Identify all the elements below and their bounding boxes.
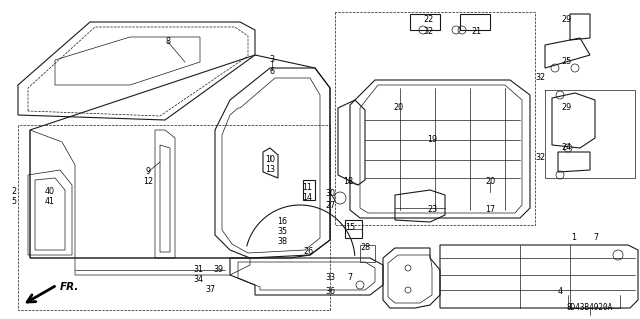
Text: 40: 40 [45,188,55,197]
Text: 14: 14 [302,194,312,203]
Text: 17: 17 [485,205,495,214]
Text: 20: 20 [393,103,403,113]
Text: 11: 11 [302,183,312,192]
Text: 15: 15 [345,224,355,233]
Text: 1: 1 [572,234,577,242]
Text: 24: 24 [561,144,571,152]
Text: 29: 29 [561,16,571,25]
Text: 28: 28 [360,243,370,253]
Text: FR.: FR. [60,282,79,292]
Text: 9: 9 [145,167,150,176]
Text: 20: 20 [485,177,495,187]
Text: 36: 36 [325,287,335,296]
Text: 29: 29 [561,103,571,113]
Text: 32: 32 [423,27,433,36]
Text: 18: 18 [343,177,353,187]
Text: 10: 10 [265,155,275,165]
Text: 31: 31 [193,265,203,275]
Text: 8D43B4920A: 8D43B4920A [567,303,613,313]
Text: 8: 8 [166,38,170,47]
Text: 7: 7 [348,273,353,283]
Text: 27: 27 [325,201,335,210]
Text: 35: 35 [277,227,287,236]
Text: 23: 23 [427,205,437,214]
Text: 32: 32 [535,153,545,162]
Text: 39: 39 [213,265,223,275]
Text: 12: 12 [143,177,153,187]
Text: 22: 22 [423,16,433,25]
Text: 16: 16 [277,218,287,226]
Text: 4: 4 [557,287,563,296]
Text: 3: 3 [269,56,275,64]
Text: 2: 2 [12,188,17,197]
Text: 26: 26 [303,248,313,256]
Text: 41: 41 [45,197,55,206]
Text: 30: 30 [325,189,335,197]
Text: 5: 5 [12,197,17,206]
Text: 7: 7 [593,234,598,242]
Text: 33: 33 [325,273,335,283]
Text: 34: 34 [193,276,203,285]
Text: 38: 38 [277,238,287,247]
Text: 19: 19 [427,136,437,145]
Text: 25: 25 [561,57,571,66]
Text: 6: 6 [269,68,275,77]
Text: 37: 37 [205,286,215,294]
Text: 13: 13 [265,166,275,174]
Text: 21: 21 [471,27,481,36]
Text: 32: 32 [535,73,545,83]
